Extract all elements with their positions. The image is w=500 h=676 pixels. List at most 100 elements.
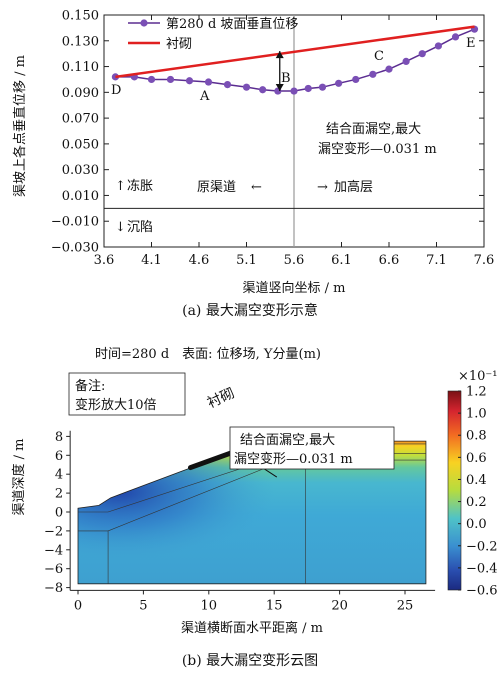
bottom-title: 时间=280 d 表面: 位移场, Y分量(m)	[95, 347, 321, 362]
displacement-point	[418, 50, 426, 58]
displacement-point	[369, 70, 377, 78]
colorbar-tick-label: 1.2	[466, 385, 487, 400]
displacement-point	[402, 57, 410, 65]
bottom-y-tick-label: −8	[44, 581, 63, 596]
x-tick-label: 6.1	[331, 253, 352, 268]
colorbar-tick-label: 1.0	[466, 407, 487, 422]
colorbar-tick-label: 0.4	[466, 473, 487, 488]
bottom-y-tick-label: 8	[55, 430, 63, 445]
y-tick-label: 0.050	[62, 137, 99, 152]
bottom-y-tick-label: 6	[55, 449, 63, 464]
x-tick-label: 5.6	[284, 253, 305, 268]
displacement-point	[385, 65, 393, 73]
x-tick-label: 7.1	[426, 253, 447, 268]
y-tick-label: 0.150	[62, 9, 99, 24]
colorbar-tick-label: −0.6	[466, 584, 498, 599]
lining-line	[115, 25, 475, 79]
y-tick-label: 0.090	[62, 86, 99, 101]
point-label-b: B	[281, 71, 291, 86]
bottom-y-tick-label: −4	[44, 543, 63, 558]
bottom-caption: (b) 最大漏空变形云图	[181, 653, 319, 669]
bottom-x-tick-label: 0	[74, 598, 82, 613]
x-tick-label: 6.6	[379, 253, 400, 268]
displacement-point	[204, 78, 213, 86]
bottom-y-tick-label: 0	[55, 506, 63, 521]
colorbar-tick-label: −0.4	[466, 561, 498, 576]
top-annotation-line1: 结合面漏空,最大	[326, 121, 421, 137]
note-line2: 变形放大10倍	[75, 397, 157, 413]
raised-layer-label: 加高层	[334, 179, 373, 195]
top-caption: (a) 最大漏空变形示意	[182, 303, 318, 319]
displacement-point	[166, 75, 175, 84]
lining-label: 衬砌	[205, 385, 237, 411]
legend-label-displacement: 第280 d 坡面垂直位移	[166, 17, 298, 32]
gap-arrow-head-up	[275, 51, 284, 59]
y-tick-label: 0.010	[62, 189, 99, 204]
original-channel-label: 原渠道	[197, 180, 236, 195]
point-label-d: D	[111, 83, 121, 98]
bottom-x-tick-label: 15	[266, 598, 283, 613]
point-label-e: E	[466, 36, 476, 51]
bottom-y-tick-label: −2	[44, 524, 63, 539]
bottom-x-tick-label: 5	[139, 598, 147, 613]
colorbar-tick-label: 0.8	[466, 429, 487, 444]
y-tick-label: 0.130	[62, 34, 99, 49]
right-arrow-icon: →	[317, 180, 328, 195]
y-tick-label: −0.030	[51, 241, 99, 256]
displacement-point	[147, 75, 156, 84]
y-tick-label: −0.010	[51, 215, 99, 230]
x-tick-label: 7.6	[474, 253, 495, 268]
colorbar-tick-label: 0.6	[466, 451, 487, 466]
displacement-point	[290, 87, 298, 95]
colorbar-tick-label: 0.2	[466, 495, 487, 510]
legend-label-lining: 衬砌	[166, 37, 192, 52]
point-label-c: C	[374, 49, 384, 64]
y-tick-label: 0.110	[62, 60, 99, 75]
bottom-y-axis-label: 渠道深度 / m	[11, 439, 27, 516]
displacement-point	[223, 81, 232, 89]
note-box	[68, 372, 186, 416]
displacement-point	[242, 83, 251, 91]
displacement-point	[451, 33, 460, 41]
displacement-point	[335, 79, 343, 87]
colorbar	[447, 390, 462, 591]
colorbar-tick-label: −0.2	[466, 539, 498, 554]
top-y-axis-label: 渠坡上各点垂直位移 / m	[12, 55, 28, 197]
frost-heave-label: 冻胀	[127, 178, 153, 194]
subsidence-arrow-icon: ↓	[115, 220, 126, 235]
gap-arrow-head-down	[275, 84, 284, 92]
bottom-x-tick-label: 20	[331, 598, 348, 613]
displacement-point	[352, 75, 360, 84]
colorbar-exponent: ×10⁻¹	[458, 369, 498, 384]
bottom-y-tick-label: 2	[55, 487, 63, 502]
x-tick-label: 4.6	[189, 253, 210, 268]
displacement-point	[318, 83, 327, 91]
displacement-point	[434, 42, 442, 50]
top-annotation-line2: 漏空变形—0.031 m	[318, 141, 437, 157]
x-tick-label: 4.1	[141, 253, 162, 268]
note-line1: 备注:	[75, 378, 105, 394]
gap-double-arrow	[275, 51, 284, 92]
bottom-annotation-box	[229, 426, 395, 470]
bottom-x-tick-label: 25	[397, 598, 414, 613]
bottom-contour-chart: 渠道深度 / m −8 −6 −4 −2 0 2 4 6 8 0 5 10 15 20 25 衬砌 备注:…	[11, 369, 498, 636]
displacement-point	[185, 77, 194, 85]
displacement-point	[304, 84, 312, 93]
x-tick-label: 3.6	[94, 253, 115, 268]
bottom-y-tick-label: −6	[44, 562, 63, 577]
top-line-chart: 渠坡上各点垂直位移 / m −0.030 −0.010 0.010 0.030 0.05…	[12, 9, 495, 297]
colorbar-tick-label: 0.0	[466, 517, 487, 532]
top-x-axis-label: 渠道竖向坐标 / m	[243, 280, 346, 296]
frost-heave-arrow-icon: ↑	[115, 179, 126, 194]
subsidence-label: 沉陷	[127, 220, 153, 235]
displacement-point	[259, 86, 267, 94]
legend-marker-displacement	[140, 19, 148, 27]
bottom-x-axis-label: 渠道横断面水平距离 / m	[181, 620, 323, 636]
bottom-annotation-line1: 结合面漏空,最大	[240, 432, 335, 448]
point-label-a: A	[199, 89, 210, 104]
left-arrow-icon: ←	[251, 180, 262, 195]
bottom-x-tick-label: 10	[201, 598, 218, 613]
y-tick-label: 0.070	[62, 112, 99, 127]
x-tick-label: 5.1	[236, 253, 257, 268]
top-legend: 第280 d 坡面垂直位移 衬砌	[128, 17, 298, 52]
